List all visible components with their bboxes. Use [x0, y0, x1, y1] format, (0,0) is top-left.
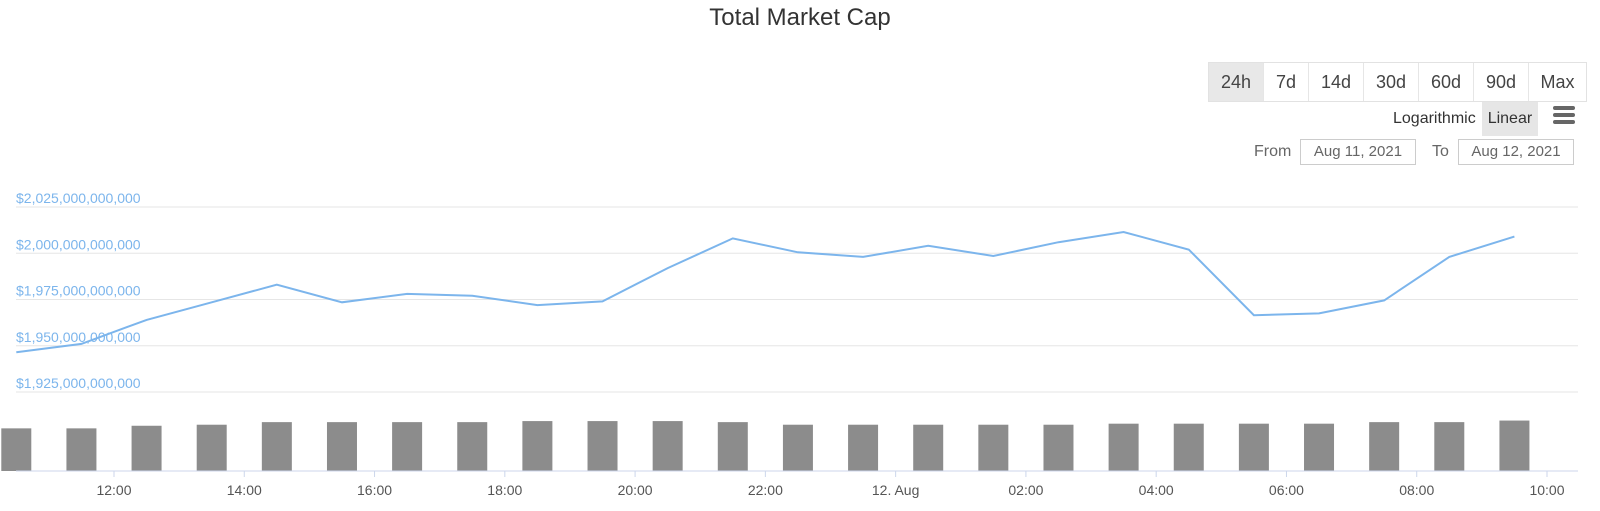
y-tick-label: $1,975,000,000,000 [16, 283, 141, 299]
volume-bar [261, 422, 292, 471]
volume-bar [1043, 424, 1074, 471]
volume-bar [782, 424, 813, 471]
y-tick-label: $2,025,000,000,000 [16, 190, 141, 206]
volume-bar [1499, 420, 1530, 471]
from-date-input[interactable] [1300, 139, 1416, 165]
range-selector: 24h 7d 14d 30d 60d 90d Max [1208, 62, 1587, 102]
hamburger-menu-icon[interactable] [1553, 106, 1575, 126]
volume-bar [848, 424, 879, 471]
volume-bar [717, 422, 748, 471]
volume-bars [1, 420, 1530, 471]
volume-bar [913, 424, 944, 471]
range-button-max[interactable]: Max [1540, 72, 1575, 92]
volume-bar [392, 422, 423, 471]
x-tick-label: 22:00 [748, 482, 783, 498]
volume-bar [978, 424, 1009, 471]
volume-bar [1434, 422, 1465, 471]
volume-bar [1108, 423, 1139, 471]
x-tick-label: 04:00 [1139, 482, 1174, 498]
x-tick-label: 08:00 [1399, 482, 1434, 498]
range-button-30d[interactable]: 30d [1364, 63, 1419, 101]
range-button-7d[interactable]: 7d [1264, 63, 1309, 101]
linear-scale-button[interactable]: Linear [1481, 102, 1539, 136]
range-button-90d[interactable]: 90d [1474, 63, 1529, 101]
y-tick-label: $1,925,000,000,000 [16, 375, 141, 391]
x-tick-label: 02:00 [1008, 482, 1043, 498]
range-button-60d[interactable]: 60d [1419, 63, 1474, 101]
y-axis: $2,025,000,000,000 $2,000,000,000,000 $1,9… [16, 190, 141, 391]
range-button-24h[interactable]: 24h [1209, 63, 1264, 101]
volume-bar [131, 425, 162, 471]
scale-toggle: Logarithmic Linear [1387, 102, 1539, 136]
x-tick-label: 12:00 [96, 482, 131, 498]
x-tick-label: 20:00 [618, 482, 653, 498]
volume-bar [587, 421, 618, 471]
x-tick-label: 14:00 [227, 482, 262, 498]
volume-bar [196, 424, 227, 471]
y-tick-label: $2,000,000,000,000 [16, 236, 141, 252]
volume-bar [1173, 423, 1204, 471]
grid-lines [16, 206, 1578, 393]
volume-bar [1369, 422, 1400, 471]
volume-bar [1304, 423, 1335, 471]
x-tick-label: 18:00 [487, 482, 522, 498]
x-axis: 12:00 14:00 16:00 18:00 20:00 22:00 12. Aug 02:… [16, 470, 1578, 498]
volume-bar [1, 428, 32, 471]
x-tick-label: 06:00 [1269, 482, 1304, 498]
market-cap-line [16, 230, 1515, 354]
logarithmic-scale-button[interactable]: Logarithmic [1393, 110, 1476, 127]
range-button-14d[interactable]: 14d [1309, 63, 1364, 101]
to-label: To [1432, 143, 1449, 160]
volume-bar [652, 421, 683, 471]
y-tick-label: $1,950,000,000,000 [16, 329, 141, 345]
volume-bar [522, 421, 553, 471]
volume-bar [457, 422, 488, 471]
volume-bar [326, 422, 357, 471]
chart-title: Total Market Cap [709, 4, 891, 31]
x-tick-label: 16:00 [357, 482, 392, 498]
x-tick-label: 12. Aug [872, 482, 920, 498]
volume-bar [66, 428, 97, 471]
volume-bar [1238, 423, 1269, 471]
to-date-input[interactable] [1458, 139, 1574, 165]
from-label: From [1254, 143, 1292, 160]
x-tick-label: 10:00 [1529, 482, 1564, 498]
